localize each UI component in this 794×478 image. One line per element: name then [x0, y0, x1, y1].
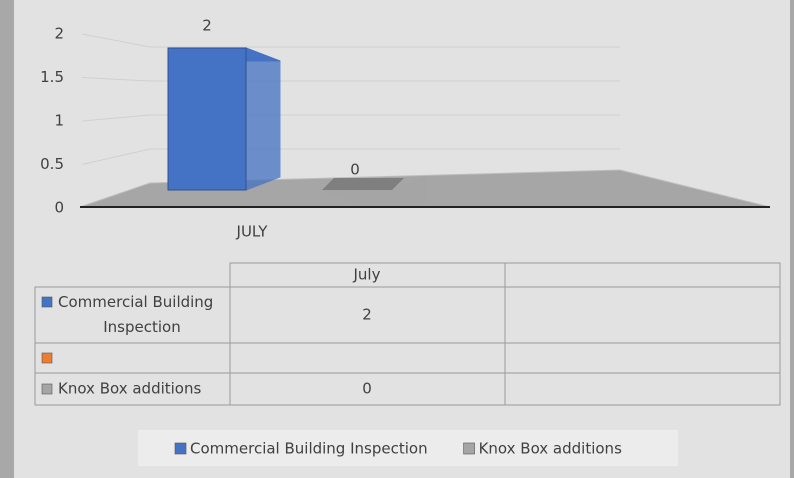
legend-swatch [463, 442, 475, 455]
table-swatch [41, 383, 53, 395]
table-row-label: Knox Box additions [58, 380, 201, 398]
y-tick-label: 2 [54, 25, 64, 43]
x-tick-label: JULY [236, 223, 269, 241]
grid-line [81, 148, 620, 165]
y-tick-label: 0 [54, 199, 64, 217]
table-cell [504, 372, 781, 406]
table-swatch [41, 296, 53, 308]
table-column-header: July [353, 266, 381, 284]
table-swatch [41, 352, 53, 364]
chart-panel [14, 0, 790, 478]
table-row-label: Commercial Building Inspection [58, 293, 213, 336]
legend-label: Knox Box additions [479, 440, 622, 458]
y-tick-label: 1 [54, 112, 64, 130]
grid-line [81, 77, 620, 82]
bar-side [245, 47, 281, 191]
legend-swatch [174, 442, 187, 455]
grid-line [81, 114, 620, 122]
y-tick-label: 0.5 [40, 155, 64, 173]
data-label: 2 [202, 17, 212, 35]
bar [322, 178, 404, 190]
legend-box [138, 430, 678, 466]
legend-label: Commercial Building Inspection [190, 440, 428, 458]
data-label: 0 [350, 161, 360, 179]
table-value: 0 [362, 380, 372, 398]
table-value: 2 [362, 306, 372, 324]
bar [167, 47, 247, 191]
y-tick-label: 1.5 [40, 68, 64, 86]
grid-line [81, 33, 620, 48]
